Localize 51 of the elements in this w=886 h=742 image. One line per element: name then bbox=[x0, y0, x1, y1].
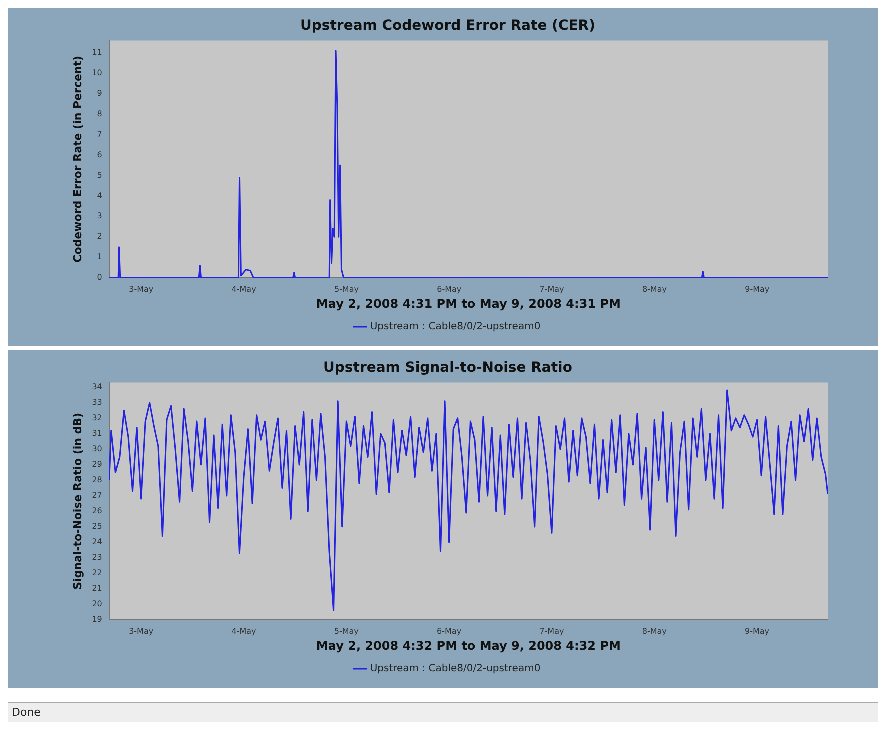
x-tick-label: 5-May bbox=[334, 626, 360, 636]
x-tick-label: 8-May bbox=[642, 284, 668, 294]
y-tick-label: 10 bbox=[92, 68, 102, 78]
x-tick-label: 6-May bbox=[437, 626, 462, 636]
x-tick-label: 9-May bbox=[745, 284, 770, 294]
y-tick-label: 27 bbox=[92, 491, 102, 500]
y-tick-label: 34 bbox=[92, 382, 102, 392]
x-tick-label: 3-May bbox=[129, 284, 154, 294]
y-tick-label: 33 bbox=[92, 398, 102, 408]
x-tick-label: 7-May bbox=[540, 284, 565, 294]
chart-title: Upstream Codeword Error Rate (CER) bbox=[300, 18, 596, 34]
y-tick-label: 5 bbox=[97, 170, 102, 180]
chart-title: Upstream Signal-to-Noise Ratio bbox=[324, 360, 573, 376]
y-tick-label: 9 bbox=[97, 89, 102, 98]
y-tick-label: 32 bbox=[92, 414, 102, 423]
text: Done bbox=[12, 706, 41, 719]
y-tick-label: 24 bbox=[92, 538, 102, 547]
x-tick-label: 8-May bbox=[642, 626, 668, 636]
x-tick-label: 4-May bbox=[232, 284, 257, 294]
x-axis-title: May 2, 2008 4:32 PM to May 9, 2008 4:32 PM bbox=[316, 638, 621, 653]
y-tick-label: 22 bbox=[92, 568, 102, 578]
x-tick-label: 3-May bbox=[129, 626, 154, 636]
y-tick-label: 1 bbox=[97, 252, 102, 262]
y-tick-label: 26 bbox=[92, 506, 102, 516]
y-tick-label: 29 bbox=[92, 460, 102, 470]
y-tick-label: 6 bbox=[97, 150, 102, 160]
y-tick-label: 4 bbox=[97, 191, 102, 200]
y-tick-label: 11 bbox=[92, 48, 102, 58]
legend-label: Upstream : Cable8/0/2-upstream0 bbox=[370, 664, 541, 675]
x-axis-title: May 2, 2008 4:31 PM to May 9, 2008 4:31 PM bbox=[316, 296, 621, 311]
y-tick-label: 19 bbox=[92, 615, 102, 624]
x-tick-label: 6-May bbox=[437, 284, 462, 294]
x-tick-label: 5-May bbox=[334, 284, 360, 294]
y-axis-title: Signal-to-Noise Ratio (in dB) bbox=[71, 412, 84, 590]
y-tick-label: 28 bbox=[92, 476, 102, 485]
x-tick-label: 9-May bbox=[745, 626, 770, 636]
y-axis-title: Codeword Error Rate (in Percent) bbox=[71, 56, 84, 263]
y-tick-label: 30 bbox=[92, 444, 102, 454]
y-tick-label: 3 bbox=[97, 212, 102, 221]
y-tick-label: 0 bbox=[97, 273, 102, 282]
y-tick-label: 21 bbox=[92, 584, 102, 594]
legend-label: Upstream : Cable8/0/2-upstream0 bbox=[370, 322, 541, 333]
y-tick-label: 31 bbox=[92, 429, 102, 438]
y-tick-label: 25 bbox=[92, 522, 102, 532]
x-tick-label: 4-May bbox=[232, 626, 256, 636]
y-tick-label: 8 bbox=[97, 109, 102, 118]
y-tick-label: 23 bbox=[92, 553, 102, 562]
x-tick-label: 7-May bbox=[540, 626, 564, 636]
y-tick-label: 7 bbox=[97, 130, 102, 139]
y-tick-label: 20 bbox=[92, 600, 102, 609]
y-tick-label: 2 bbox=[97, 232, 102, 242]
